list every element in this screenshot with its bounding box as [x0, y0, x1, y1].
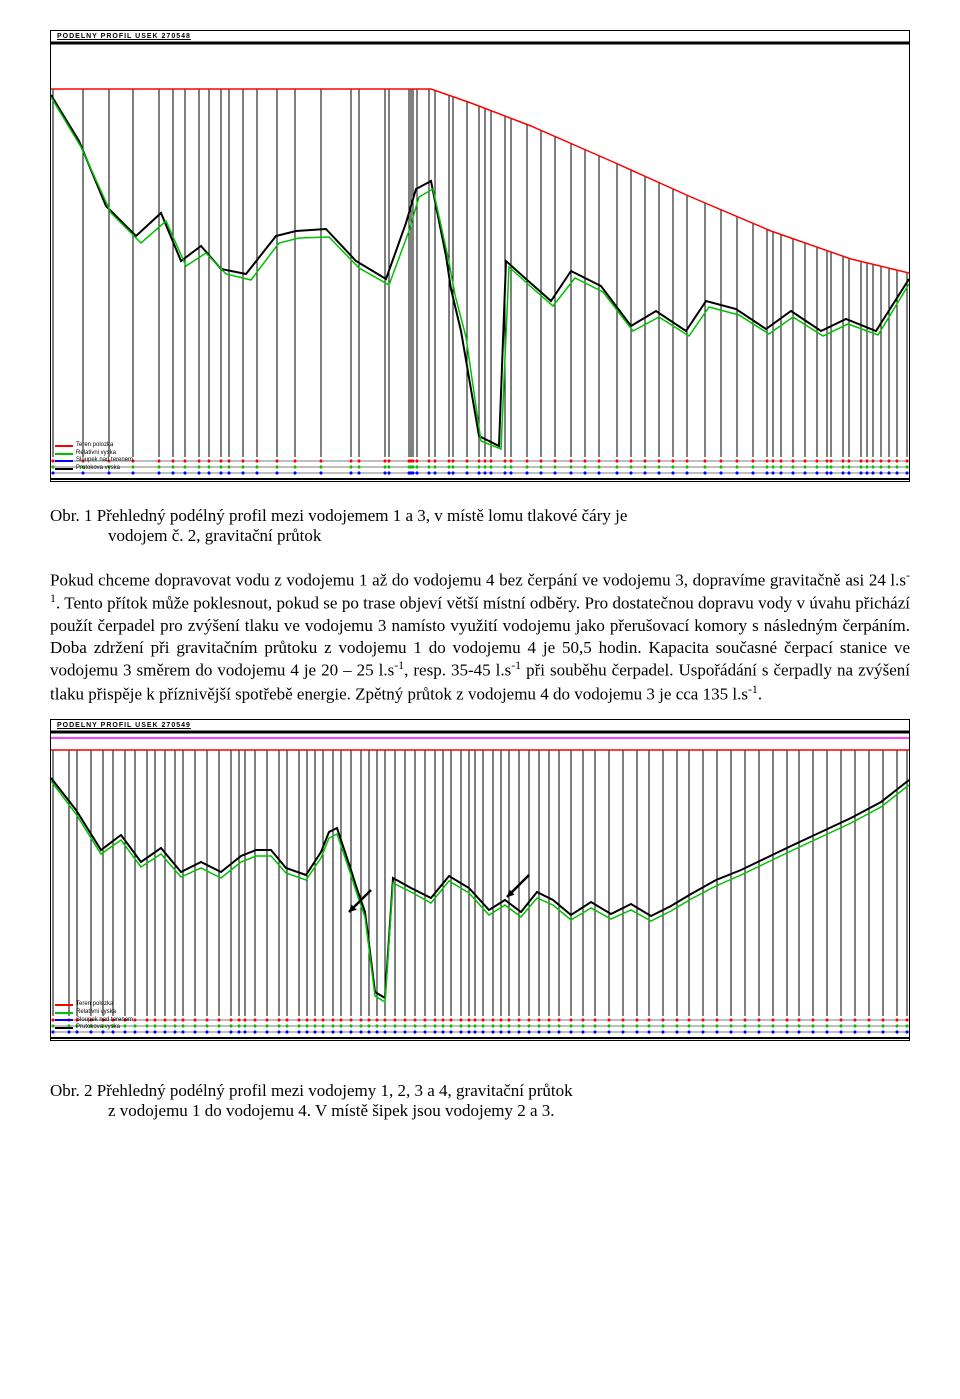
figure-2-text-line1: Přehledný podélný profil mezi vodojemy 1… [97, 1081, 573, 1100]
figure-1-prefix: Obr. 1 [50, 506, 93, 525]
legend-row: Relativni vyska [55, 450, 133, 458]
figure-2-prefix: Obr. 2 [50, 1081, 93, 1100]
legend-row: Sloupek nad terenem [55, 457, 133, 465]
legend-label: Prutokova vyska [76, 465, 120, 473]
figure-2-caption: Obr. 2 Přehledný podélný profil mezi vod… [50, 1081, 910, 1121]
chart-2-legend: Teren polozkaRelativni vyskaSloupek nad … [55, 1001, 133, 1032]
chart-1-legend: Teren polozkaRelativni vyskaSloupek nad … [55, 442, 133, 473]
legend-row: Teren polozka [55, 442, 133, 450]
chart-2-svg [51, 720, 909, 1040]
legend-row: Prutokova vyska [55, 1024, 133, 1032]
legend-row: Prutokova vyska [55, 465, 133, 473]
legend-label: Sloupek nad terenem [76, 1017, 133, 1025]
legend-label: Teren polozka [76, 1001, 113, 1009]
legend-label: Teren polozka [76, 442, 113, 450]
body-paragraph: Pokud chceme dopravovat vodu z vodojemu … [50, 568, 910, 705]
chart-1-title: PODELNY PROFIL USEK 270548 [57, 33, 191, 40]
figure-1-text-line2: vodojem č. 2, gravitační průtok [108, 526, 910, 546]
chart-1-svg [51, 31, 909, 481]
figure-1-text-line1: Přehledný podélný profil mezi vodojemem … [97, 506, 628, 525]
figure-1-caption: Obr. 1 Přehledný podélný profil mezi vod… [50, 506, 910, 546]
legend-label: Prutokova vyska [76, 1024, 120, 1032]
chart-2-title: PODELNY PROFIL USEK 270549 [57, 722, 191, 729]
legend-row: Teren polozka [55, 1001, 133, 1009]
longitudinal-profile-chart-1: PODELNY PROFIL USEK 270548 Teren polozka… [50, 30, 910, 482]
longitudinal-profile-chart-2: PODELNY PROFIL USEK 270549 Teren polozka… [50, 719, 910, 1041]
legend-label: Relativni vyska [76, 1009, 116, 1017]
legend-label: Relativni vyska [76, 450, 116, 458]
legend-row: Relativni vyska [55, 1009, 133, 1017]
legend-row: Sloupek nad terenem [55, 1017, 133, 1025]
legend-label: Sloupek nad terenem [76, 457, 133, 465]
figure-2-text-line2: z vodojemu 1 do vodojemu 4. V místě šipe… [108, 1101, 910, 1121]
